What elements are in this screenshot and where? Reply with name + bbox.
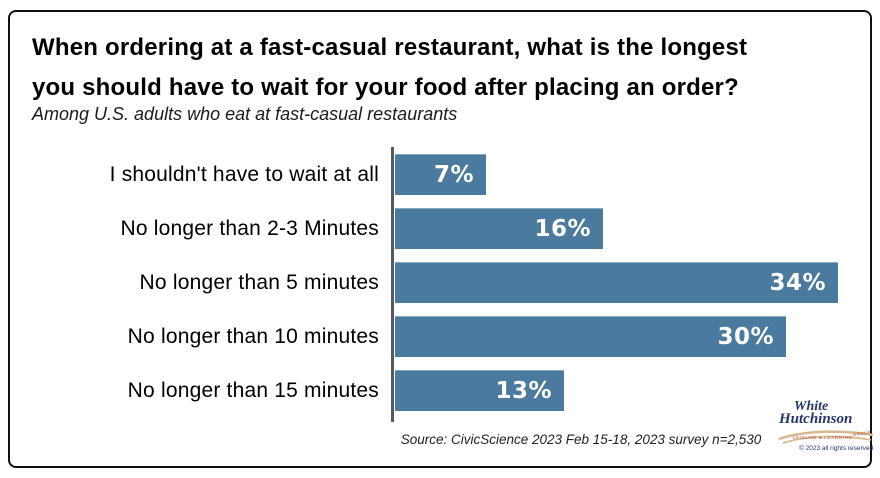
white-hutchinson-logo: White Hutchinson LEISURE & LEARNING GROU… [777,400,877,464]
bar-chart: I shouldn't have to wait at all 7% No lo… [10,147,874,422]
chart-subtitle: Among U.S. adults who eat at fast-casual… [32,104,458,124]
bar-track: 16% [395,208,874,249]
y-axis-line [391,147,394,422]
chart-frame: When ordering at a fast-casual restauran… [8,10,874,468]
bar-track: 30% [395,316,874,357]
category-label: No longer than 15 minutes [127,378,379,402]
source-attribution: Source: CivicScience 2023 Feb 15-18, 202… [400,432,762,447]
value-label: 7% [433,162,474,188]
bar: 30% [395,316,786,357]
bar-row: No longer than 5 minutes 34% [10,262,874,303]
bar-row: No longer than 15 minutes 13% [10,370,874,411]
logo-swoosh-icon: LEISURE & LEARNING GROUP [778,430,874,444]
bar-row: I shouldn't have to wait at all 7% [10,154,874,195]
bar-track: 34% [395,262,874,303]
logo-copyright: © 2023 all rights reserved [799,445,874,452]
bar: 34% [395,262,838,303]
bar: 7% [395,154,486,195]
bar: 13% [395,370,564,411]
value-label: 34% [769,270,826,296]
category-label: I shouldn't have to wait at all [109,162,379,186]
chart-title-line1: When ordering at a fast-casual restauran… [32,34,748,61]
category-label: No longer than 5 minutes [139,270,379,294]
logo-tagline-right: GROUP [853,430,872,437]
category-label: No longer than 2-3 Minutes [120,216,379,240]
chart-title-line2: you should have to wait for your food af… [32,74,739,101]
logo-text-hutchinson: Hutchinson [779,411,853,427]
bar-track: 7% [395,154,874,195]
value-label: 30% [717,324,774,350]
value-label: 13% [495,378,552,404]
bar: 16% [395,208,603,249]
bar-row: No longer than 10 minutes 30% [10,316,874,357]
logo-text-white: White [794,399,829,414]
category-label: No longer than 10 minutes [127,324,379,348]
chart-title: When ordering at a fast-casual restauran… [32,28,854,108]
bar-row: No longer than 2-3 Minutes 16% [10,208,874,249]
value-label: 16% [534,216,591,242]
logo-tagline-left: LEISURE & LEARNING [793,435,853,440]
bar-track: 13% [395,370,874,411]
